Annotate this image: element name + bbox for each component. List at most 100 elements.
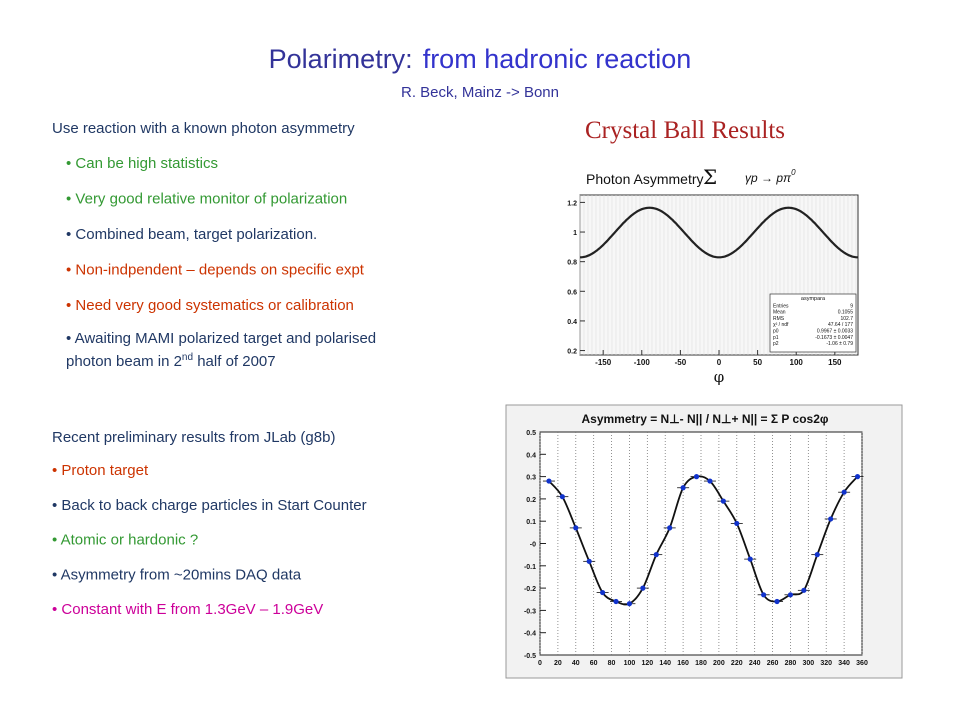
data-point	[828, 516, 834, 522]
subtitle: R. Beck, Mainz -> Bonn	[401, 84, 559, 101]
stats-name: asympara	[801, 296, 826, 302]
data-point	[693, 474, 700, 480]
data-point	[586, 558, 592, 564]
data-point	[841, 489, 847, 495]
y-tick-label: 1	[573, 230, 577, 237]
y-tick-label: 0.1	[526, 519, 536, 526]
plot-title: Asymmetry = N⊥- N|| / N⊥+ N|| = Σ P cos2…	[582, 412, 829, 426]
y-tick-label: -0.5	[524, 653, 536, 660]
title-part: Polarimetry:	[269, 44, 413, 74]
reaction: γp → pπ0	[745, 168, 796, 185]
data-point	[613, 598, 619, 605]
data-point	[626, 601, 633, 607]
stats-value: 47.64 / 177	[828, 322, 853, 328]
data-point	[680, 485, 686, 491]
data-point	[734, 520, 740, 527]
bullet: • Need very good systematics or calibrat…	[66, 297, 354, 314]
data-point	[667, 525, 673, 531]
x-tick-label: 50	[753, 358, 762, 367]
y-tick-label: 0.5	[526, 430, 536, 437]
y-tick-label: -0	[530, 542, 536, 549]
x-tick-label: 120	[641, 660, 653, 667]
x-tick-label: -50	[675, 358, 687, 367]
x-tick-label: -150	[595, 358, 612, 367]
data-point	[573, 525, 579, 531]
x-tick-label: 140	[659, 660, 671, 667]
section-heading: Use reaction with a known photon asymmet…	[52, 120, 355, 137]
y-tick-label: 0.6	[567, 289, 577, 296]
stats-value: 0.1055	[838, 310, 854, 316]
stats-key: p1	[773, 335, 779, 341]
superscript: 0	[791, 168, 796, 177]
y-tick-label: 0.4	[526, 452, 536, 459]
bullet: • Non-indpendent – depends on specific e…	[66, 262, 365, 279]
reaction-text: γp → pπ	[745, 171, 792, 185]
slide-title: Polarimetry: from hadronic reaction	[269, 44, 692, 74]
stats-value: 9	[850, 303, 853, 309]
y-tick-label: 0.3	[526, 475, 536, 482]
y-tick-label: -0.4	[524, 631, 536, 638]
stats-value: 0.9967 ± 0.0033	[817, 329, 853, 335]
x-tick-label: 200	[713, 660, 725, 667]
x-tick-label: 240	[749, 660, 761, 667]
stats-key: p0	[773, 329, 779, 335]
y-tick-label: 0.4	[567, 319, 577, 326]
bullet: • Very good relative monitor of polariza…	[66, 191, 347, 208]
results-heading: Crystal Ball Results	[585, 117, 785, 144]
x-tick-label: 80	[608, 660, 616, 667]
x-tick-label: 100	[790, 358, 804, 367]
data-point	[814, 552, 820, 558]
data-point	[720, 498, 726, 504]
bullet: • Atomic or hardonic ?	[52, 532, 198, 549]
bullet: • Combined beam, target polarization.	[66, 226, 317, 243]
bullet: • Back to back charge particles in Start…	[52, 497, 367, 514]
x-tick-label: 320	[820, 660, 832, 667]
x-tick-label: 180	[695, 660, 707, 667]
data-point	[707, 478, 713, 484]
bullet: • Awaiting MAMI polarized target and pol…	[66, 330, 376, 347]
y-tick-label: -0.2	[524, 586, 536, 593]
bullet-part: photon beam in 2	[66, 353, 182, 370]
x-tick-label: 60	[590, 660, 598, 667]
bullet-part: half of 2007	[193, 353, 276, 370]
x-tick-label: 280	[785, 660, 797, 667]
data-point	[546, 478, 552, 484]
plot-symbol: Σ	[703, 165, 717, 189]
data-point	[854, 474, 861, 480]
title-part: from hadronic reaction	[423, 44, 692, 74]
stats-key: RMS	[773, 316, 785, 322]
data-point	[787, 592, 794, 598]
x-tick-label: -100	[634, 358, 651, 367]
bullet: • Proton target	[52, 462, 149, 479]
bullet: • Can be high statistics	[66, 155, 218, 172]
x-tick-label: 150	[828, 358, 842, 367]
x-axis-label: φ	[714, 368, 725, 386]
data-point	[640, 585, 646, 591]
stats-key: Entries	[773, 303, 789, 309]
x-tick-label: 300	[802, 660, 814, 667]
data-point	[600, 589, 606, 596]
stats-value: -1.06 ± 0.79	[826, 341, 853, 347]
data-point	[747, 556, 753, 562]
x-tick-label: 40	[572, 660, 580, 667]
y-tick-label: 1.2	[567, 200, 577, 207]
y-tick-label: 0.8	[567, 260, 577, 267]
x-tick-label: 0	[538, 660, 542, 667]
stats-box	[769, 293, 857, 353]
x-tick-label: 0	[717, 358, 722, 367]
data-point	[653, 552, 659, 558]
superscript: nd	[182, 352, 193, 363]
data-point	[559, 494, 565, 500]
y-tick-label: -0.3	[524, 608, 536, 615]
y-tick-label: -0.1	[524, 564, 536, 571]
data-point	[774, 598, 780, 605]
fit-curve	[580, 206, 858, 259]
data-point	[801, 587, 807, 593]
stats-value: -0.1673 ± 0.0047	[815, 335, 853, 341]
data-point	[761, 592, 767, 598]
stats-key: Mean	[773, 310, 786, 316]
bullet: • Constant with E from 1.3GeV – 1.9GeV	[52, 601, 323, 618]
y-tick-label: 0.2	[567, 349, 577, 356]
bullet: photon beam in 2nd half of 2007	[66, 352, 276, 370]
